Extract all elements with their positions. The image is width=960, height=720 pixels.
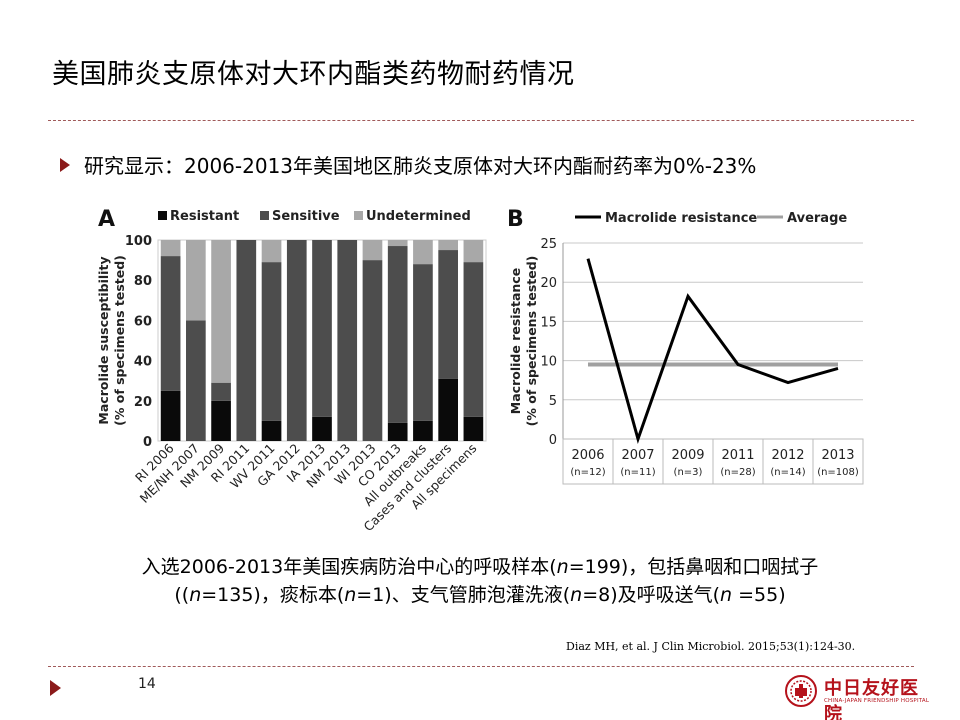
- legend-label: Undetermined: [366, 209, 471, 224]
- bar-segment: [337, 240, 358, 441]
- y-tick-label: 0: [549, 433, 557, 448]
- caption-text: =199)，包括鼻咽和口咽拭子: [568, 556, 819, 578]
- y-tick-label: 80: [134, 274, 152, 289]
- bar-segment: [160, 390, 181, 441]
- bar-segment: [236, 240, 257, 441]
- series-line-resistance: [586, 258, 839, 445]
- bar-segment: [413, 420, 433, 441]
- y-axis-label: (% of specimens tested): [112, 255, 127, 426]
- bar-segment: [312, 416, 332, 441]
- bullet-row: 研究显示：2006-2013年美国地区肺炎支原体对大环内酯耐药率为0%-23%: [60, 150, 756, 179]
- bar-segment: [438, 378, 458, 441]
- caption-text: ((: [174, 584, 190, 606]
- y-tick-label: 60: [134, 314, 152, 329]
- x-tick-sublabel: (n=108): [817, 467, 859, 478]
- x-tick-label: 2009: [671, 448, 704, 463]
- logo-chinese-name: 中日友好医院: [824, 678, 919, 720]
- bar-segment: [438, 250, 458, 379]
- bar-segment: [438, 240, 458, 251]
- bar-segment: [463, 240, 484, 263]
- bar-segment: [387, 246, 408, 423]
- y-axis-label: (% of specimens tested): [524, 256, 539, 427]
- hospital-logo: 中日友好医院 CHINA-JAPAN FRIENDSHIP HOSPITAL: [784, 672, 934, 720]
- panel-label-b: B: [507, 207, 524, 232]
- caption-line-1: 入选2006-2013年美国疾病防治中心的呼吸样本(n=199)，包括鼻咽和口咽…: [0, 552, 960, 579]
- x-tick-sublabel: (n=3): [674, 467, 703, 478]
- next-slide-arrow-icon[interactable]: [50, 680, 61, 696]
- y-tick-label: 0: [143, 435, 152, 450]
- x-tick-label: 2013: [821, 448, 854, 463]
- chart-a: A Resistant Sensitive Undetermined 0 20 40 60 80…: [96, 207, 487, 534]
- caption-line-2: ((n=135)，痰标本(n=1)、支气管肺泡灌洗液(n=8)及呼吸送气(n =…: [0, 580, 960, 607]
- bar-segment: [362, 240, 383, 261]
- y-axis-label: Macrolide susceptibility: [96, 256, 111, 424]
- x-tick-label: 2012: [771, 448, 804, 463]
- caption-text: =135)，痰标本(: [201, 584, 345, 606]
- bar-segment: [211, 240, 231, 383]
- y-tick-label: 100: [125, 234, 152, 249]
- hospital-seal-icon: [785, 675, 817, 707]
- legend-label: Average: [787, 211, 847, 226]
- caption-n: n: [556, 556, 569, 578]
- y-tick-label: 10: [540, 355, 557, 370]
- caption-text: =1)、支气管肺泡灌洗液(: [356, 584, 571, 606]
- y-tick-label: 15: [540, 315, 557, 330]
- title-divider: [48, 120, 914, 121]
- bar-segment: [186, 320, 206, 441]
- bar-segment: [463, 416, 484, 441]
- bar-segment: [261, 240, 282, 263]
- x-tick-sublabel: (n=28): [720, 467, 755, 478]
- legend-label: Resistant: [170, 209, 239, 224]
- x-tick-label: 2011: [721, 448, 754, 463]
- citation: Diaz MH, et al. J Clin Microbiol. 2015;5…: [566, 640, 856, 653]
- bar-segment: [211, 382, 231, 401]
- footer-divider: [48, 666, 914, 667]
- y-tick-label: 20: [134, 395, 152, 410]
- bar-segment: [286, 240, 307, 441]
- legend-swatch: [260, 211, 269, 220]
- panel-label-a: A: [98, 207, 115, 232]
- caption-text: 入选2006-2013年美国疾病防治中心的呼吸样本(: [141, 556, 557, 578]
- caption-text: =55): [732, 584, 786, 606]
- bar-segment: [211, 400, 231, 441]
- y-tick-label: 25: [540, 237, 557, 252]
- bar-segment: [186, 240, 206, 321]
- bullet-arrow-icon: [60, 157, 70, 172]
- y-tick-label: 40: [134, 355, 152, 370]
- logo-english-name: CHINA-JAPAN FRIENDSHIP HOSPITAL: [824, 698, 930, 704]
- legend-label: Sensitive: [272, 209, 340, 224]
- page-number: 14: [138, 676, 156, 692]
- bar-segment: [312, 240, 332, 417]
- x-tick-sublabel: (n=14): [770, 467, 805, 478]
- caption-n: n: [344, 584, 357, 606]
- slide-title: 美国肺炎支原体对大环内酯类药物耐药情况: [52, 59, 575, 90]
- y-axis-label: Macrolide resistance: [508, 268, 523, 414]
- bar-segment: [261, 262, 282, 421]
- caption-n: n: [189, 584, 202, 606]
- x-tick-sublabel: (n=12): [570, 467, 605, 478]
- caption-n: n: [720, 584, 733, 606]
- bar-segment: [463, 262, 484, 417]
- x-tick-label: 2006: [571, 448, 604, 463]
- bullet-text: 研究显示：2006-2013年美国地区肺炎支原体对大环内酯耐药率为0%-23%: [84, 154, 757, 178]
- chart-b: B Macrolide resistance Average 0 5 10 15 20 25 20…: [507, 207, 864, 485]
- caption-text: =8)及呼吸送气(: [582, 584, 721, 606]
- bar-segment: [160, 240, 181, 257]
- y-tick-label: 20: [540, 276, 557, 291]
- x-tick-label: 2007: [621, 448, 654, 463]
- bar-segment: [160, 256, 181, 391]
- bar-segment: [362, 260, 383, 441]
- x-tick-sublabel: (n=11): [620, 467, 655, 478]
- bar-segment: [387, 240, 408, 247]
- bar-segment: [261, 420, 282, 441]
- y-tick-label: 5: [549, 394, 557, 409]
- bar-segment: [387, 422, 408, 441]
- legend-swatch: [354, 211, 363, 220]
- bar-segment: [413, 240, 433, 265]
- legend-label: Macrolide resistance: [605, 211, 757, 226]
- bar-segment: [413, 264, 433, 421]
- legend-swatch: [158, 211, 167, 220]
- caption-n: n: [570, 584, 583, 606]
